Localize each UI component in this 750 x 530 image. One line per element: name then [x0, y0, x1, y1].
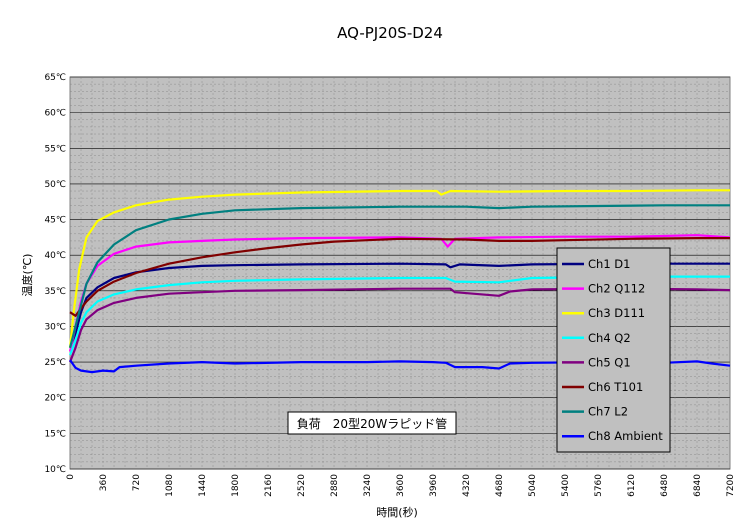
- series-line-ch7: [68, 204, 730, 349]
- x-tick-label: 3240: [363, 474, 373, 497]
- y-axis-label: 温度(℃): [20, 254, 34, 297]
- annotation-text: 負荷 20型20Wラピッド管: [297, 416, 447, 431]
- y-tick-label: 45℃: [44, 216, 66, 226]
- x-tick-label: 3600: [396, 474, 406, 497]
- x-tick-label: 4320: [462, 474, 472, 497]
- x-tick-label: 720: [132, 474, 142, 491]
- y-tick-label: 50℃: [44, 180, 66, 190]
- legend-entry: Ch7 L2: [588, 405, 628, 419]
- x-tick-label: 6120: [627, 474, 637, 497]
- y-tick-label: 20℃: [44, 394, 66, 404]
- y-tick-label: 15℃: [44, 429, 66, 439]
- y-tick-label: 40℃: [44, 251, 66, 261]
- x-tick-label: 3960: [429, 474, 439, 497]
- legend-entry: Ch8 Ambient: [588, 429, 663, 443]
- legend-entry: Ch5 Q1: [588, 355, 631, 369]
- x-tick-label: 360: [99, 474, 109, 491]
- y-axis-ticks: 10℃ 15℃ 20℃ 25℃ 30℃ 35℃ 40℃ 45℃ 50℃ 55℃ 60℃ 65℃: [44, 73, 66, 475]
- series-line-ch1: [68, 262, 730, 349]
- grid: [69, 76, 731, 470]
- legend: Ch1 D1 Ch2 Q112 Ch3 D111 Ch4 Q2 Ch5 Q1 Ch6 T1…: [556, 247, 671, 453]
- annotation-box: 負荷 20型20Wラピッド管: [287, 411, 457, 435]
- x-tick-label: 2160: [264, 474, 274, 497]
- y-tick-label: 30℃: [44, 322, 66, 332]
- series-line-ch6: [69, 237, 730, 317]
- series-lines: [68, 189, 731, 374]
- legend-entry: Ch4 Q2: [588, 331, 631, 345]
- y-tick-label: 65℃: [44, 73, 66, 83]
- x-tick-label: 5400: [561, 474, 571, 497]
- x-tick-label: 2880: [330, 474, 340, 497]
- series-line-ch5: [68, 287, 731, 363]
- x-tick-label: 5040: [528, 474, 538, 497]
- series-line-ch4: [68, 275, 730, 356]
- x-tick-label: 5760: [594, 474, 604, 497]
- legend-entry: Ch6 T101: [588, 380, 643, 394]
- x-tick-label: 1800: [231, 474, 241, 497]
- x-tick-label: 1080: [165, 474, 175, 497]
- x-tick-label: 6840: [693, 474, 703, 497]
- x-tick-label: 4680: [495, 474, 505, 497]
- y-tick-label: 35℃: [44, 287, 66, 297]
- y-tick-label: 25℃: [44, 358, 66, 368]
- x-tick-label: 1440: [198, 474, 208, 497]
- x-tick-label: 0: [66, 474, 76, 480]
- legend-entry: Ch2 Q112: [588, 282, 645, 296]
- y-tick-label: 60℃: [44, 109, 66, 119]
- series-line-ch3: [68, 189, 730, 348]
- chart-title: AQ-PJ20S-D24: [337, 24, 443, 42]
- y-tick-label: 10℃: [44, 465, 66, 475]
- x-tick-label: 7200: [726, 474, 736, 497]
- legend-box: [556, 247, 671, 453]
- x-tick-label: 6480: [660, 474, 670, 497]
- x-tick-label: 2520: [297, 474, 307, 497]
- x-axis-label: 時間(秒): [376, 505, 418, 519]
- y-tick-label: 55℃: [44, 144, 66, 154]
- x-axis-ticks: 0 360 720 1080 1440 1800 2160 2520 2880 3240 3600 3…: [66, 474, 736, 497]
- legend-entry: Ch3 D111: [588, 306, 645, 320]
- legend-entry: Ch1 D1: [588, 257, 630, 271]
